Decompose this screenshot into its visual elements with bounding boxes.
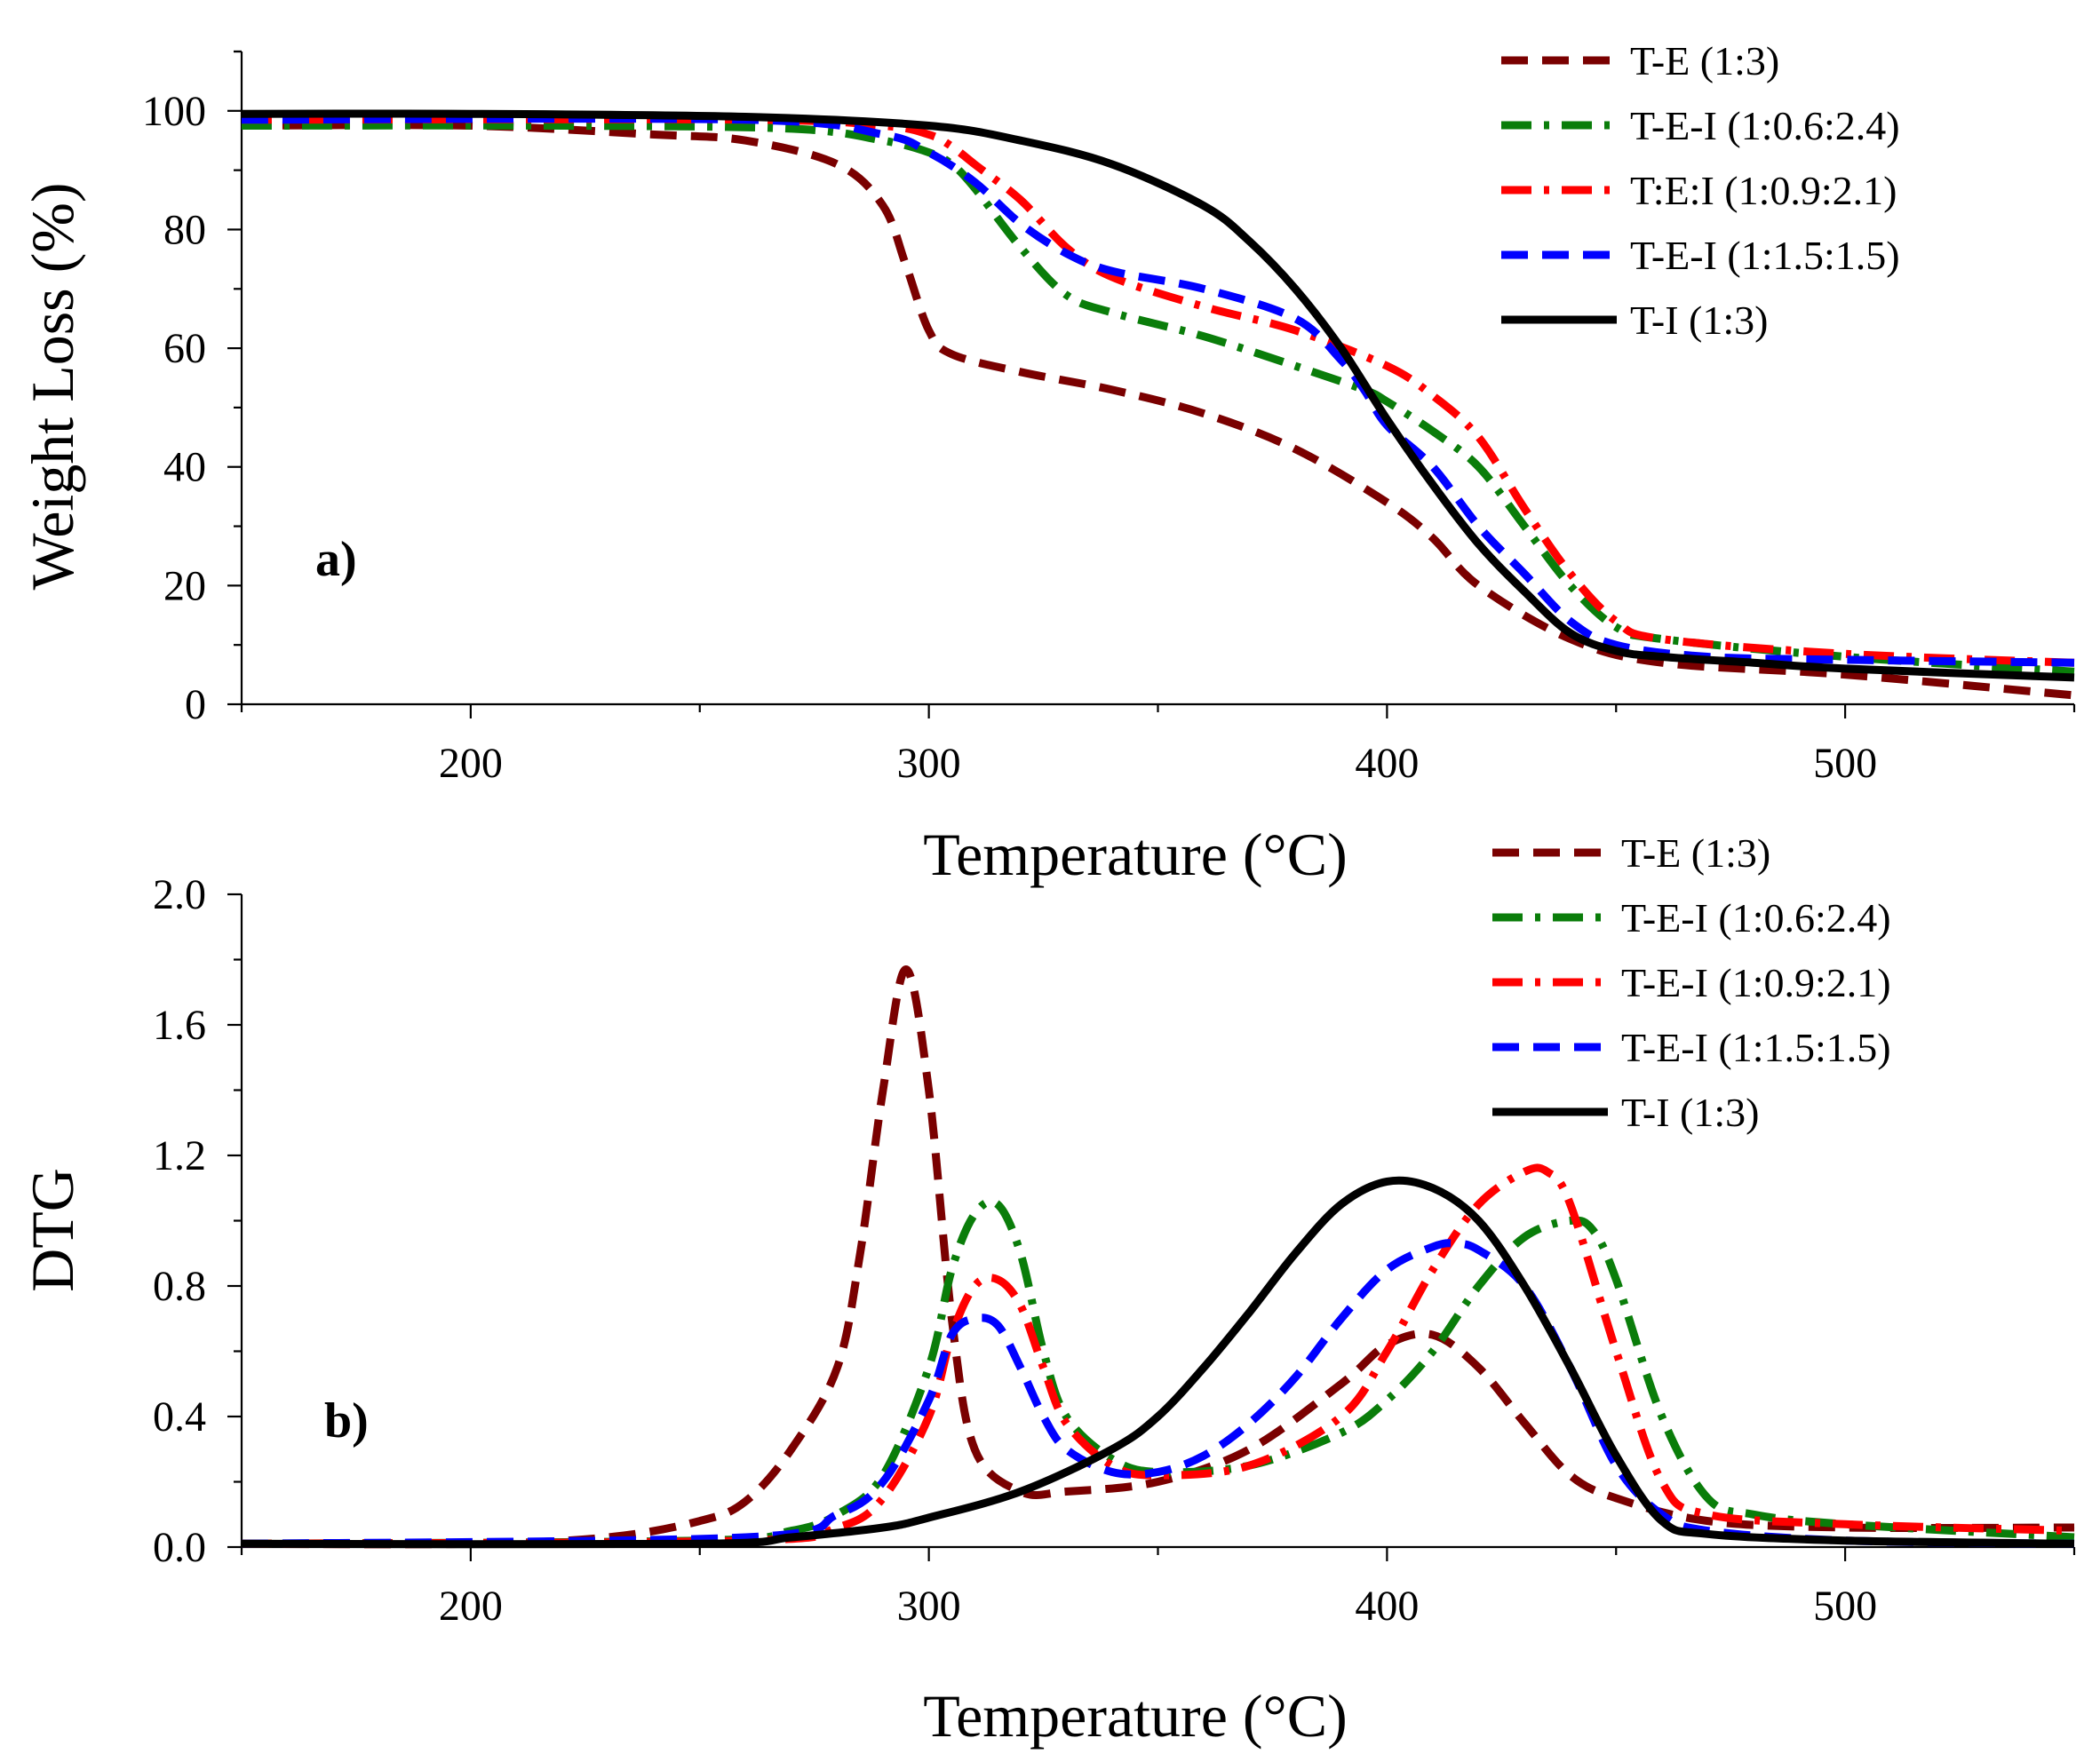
panel-b-legend: T-E (1:3) T-E-I (1:0.6:2.4) T-E-I (1:0.9:2…: [1492, 830, 1891, 1135]
panel-b-series: [241, 965, 2075, 1549]
y-tick-label: 0: [185, 681, 206, 728]
y-tick-label: 0.4: [153, 1393, 206, 1441]
legend-label: T-E-I (1:1.5:1.5): [1630, 233, 1900, 278]
y-tick-label: 40: [163, 444, 206, 491]
legend-label: T-E-I (1:0.6:2.4): [1630, 103, 1900, 148]
y-tick-label: 20: [163, 562, 206, 609]
panel-b-label: b): [324, 1393, 369, 1448]
series-line-5: [241, 1176, 2075, 1549]
legend-label: T:E:I (1:0.9:2.1): [1630, 168, 1897, 213]
legend-label: T-E-I (1:0.9:2.1): [1621, 960, 1891, 1005]
panel-a-axes: 200 300 400 500 0 20 40 60 80 100: [142, 50, 2076, 787]
y-tick-label: 1.2: [153, 1132, 206, 1179]
series-line-3: [241, 1163, 2075, 1548]
x-tick-label: 300: [897, 1583, 961, 1630]
panel-a-label: a): [315, 532, 357, 587]
y-tick-label: 100: [142, 88, 206, 135]
panel-b-dtg: 200 300 400 500 0.0 0.4 0.8 1.2 1.6 2.0 T-E (1:3)…: [19, 830, 2076, 1750]
panel-a-series: [241, 109, 2075, 700]
x-tick-label: 400: [1355, 740, 1419, 787]
series-line-3: [241, 115, 2075, 667]
y-tick-label: 0.8: [153, 1263, 206, 1310]
panel-a-x-title: Temperature (°C): [923, 821, 1347, 888]
series-line-4: [241, 1239, 2075, 1548]
panel-b-x-title: Temperature (°C): [923, 1682, 1347, 1750]
y-tick-label: 60: [163, 325, 206, 372]
y-tick-label: 80: [163, 206, 206, 253]
y-tick-label: 1.6: [153, 1002, 206, 1049]
panel-a-weight-loss: 200 300 400 500 0 20 40 60 80 100 T-E (1:3) T-E-I …: [19, 38, 2076, 888]
panel-b-axes: 200 300 400 500 0.0 0.4 0.8 1.2 1.6 2.0: [153, 871, 2076, 1630]
panel-b-y-title: DTG: [19, 1168, 86, 1292]
series-line-1: [241, 965, 2075, 1549]
panel-a-legend: T-E (1:3) T-E-I (1:0.6:2.4) T:E:I (1:0.9:2…: [1501, 38, 1900, 343]
legend-label: T-E (1:3): [1621, 830, 1770, 876]
x-tick-label: 400: [1355, 1583, 1419, 1630]
series-line-4: [241, 115, 2075, 667]
series-line-5: [241, 109, 2075, 682]
legend-label: T-E-I (1:1.5:1.5): [1621, 1025, 1891, 1070]
x-tick-label: 500: [1813, 740, 1877, 787]
y-tick-label: 2.0: [153, 871, 206, 918]
x-tick-label: 200: [439, 1583, 503, 1630]
series-line-2: [241, 1197, 2075, 1548]
x-tick-label: 300: [897, 740, 961, 787]
legend-label: T-E-I (1:0.6:2.4): [1621, 895, 1891, 940]
legend-label: T-I (1:3): [1630, 298, 1768, 343]
x-tick-label: 500: [1813, 1583, 1877, 1630]
legend-label: T-E (1:3): [1630, 38, 1779, 83]
panel-a-y-title: Weight Loss (%): [19, 182, 86, 590]
y-tick-label: 0.0: [153, 1524, 206, 1571]
legend-label: T-I (1:3): [1621, 1090, 1759, 1135]
x-tick-label: 200: [439, 740, 503, 787]
